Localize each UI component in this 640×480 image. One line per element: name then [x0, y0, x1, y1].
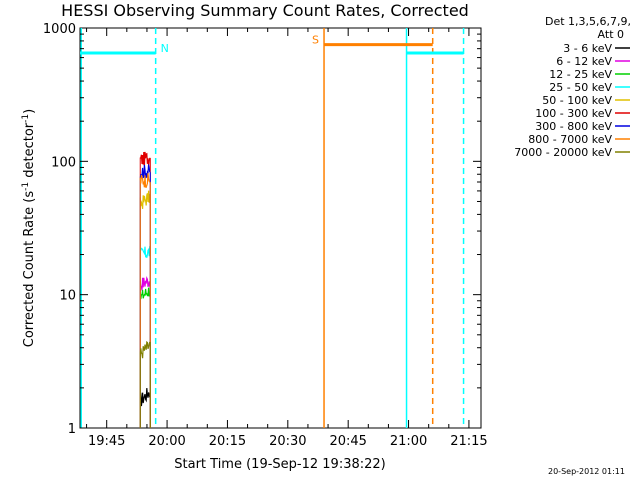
x-tick-label: 19:45 — [88, 434, 125, 449]
series-trace — [139, 173, 151, 189]
series-trace — [139, 246, 151, 258]
series-trace — [139, 340, 151, 359]
flag-label: S — [312, 34, 319, 47]
series-trace — [139, 151, 151, 166]
legend-label: 25 - 50 keV — [549, 81, 612, 94]
legend-label: 800 - 7000 keV — [528, 133, 612, 146]
flag-label: N — [161, 42, 169, 55]
y-axis-label: Corrected Count Rate (s-1 detector-1) — [21, 109, 37, 347]
x-tick-label: 21:15 — [450, 434, 487, 449]
series-7000-20000-kev — [139, 340, 151, 428]
x-tick-label: 20:30 — [269, 434, 306, 449]
legend-header-line-2: Att 0 — [598, 28, 624, 41]
legend-label: 6 - 12 keV — [556, 55, 612, 68]
x-tick-label: 20:15 — [209, 434, 246, 449]
series-trace — [139, 276, 151, 291]
axis-layer: 19:45 20:00 20:15 20:30 20:45 21:00 21:15 1 10 10… — [43, 22, 488, 449]
legend-label: 12 - 25 keV — [549, 68, 612, 81]
y-tick-label: 100 — [51, 155, 76, 170]
y-tick-label: 1000 — [43, 22, 76, 37]
legend-label: 50 - 100 keV — [542, 94, 612, 107]
y-tick-label: 1 — [68, 422, 76, 437]
series-layer — [139, 151, 151, 428]
series-trace — [139, 388, 151, 407]
x-tick-label: 21:00 — [390, 434, 427, 449]
legend-label: 300 - 800 keV — [535, 120, 612, 133]
y-tick-label: 10 — [59, 289, 76, 304]
series-12-25-kev — [139, 287, 151, 428]
plot-frame — [79, 27, 482, 429]
series-800-7000-kev — [139, 173, 151, 428]
series-trace — [139, 287, 151, 300]
x-tick-label: 20:45 — [329, 434, 366, 449]
series-3-6-kev — [139, 388, 151, 428]
series-trace — [139, 190, 151, 209]
legend-label: 3 - 6 keV — [563, 42, 612, 55]
footer-date: 20-Sep-2012 01:11 — [548, 467, 625, 476]
legend-label: 7000 - 20000 keV — [514, 146, 612, 159]
x-axis-label: Start Time (19-Sep-12 19:38:22) — [174, 457, 385, 472]
chart-title: HESSI Observing Summary Count Rates, Cor… — [61, 1, 469, 20]
plot-area — [79, 27, 482, 429]
flag-layer: NS — [80, 28, 465, 428]
legend-label: 100 - 300 keV — [535, 107, 612, 120]
legend-header-line-1: Det 1,3,5,6,7,9, — [545, 15, 631, 28]
x-tick-label: 20:00 — [148, 434, 185, 449]
